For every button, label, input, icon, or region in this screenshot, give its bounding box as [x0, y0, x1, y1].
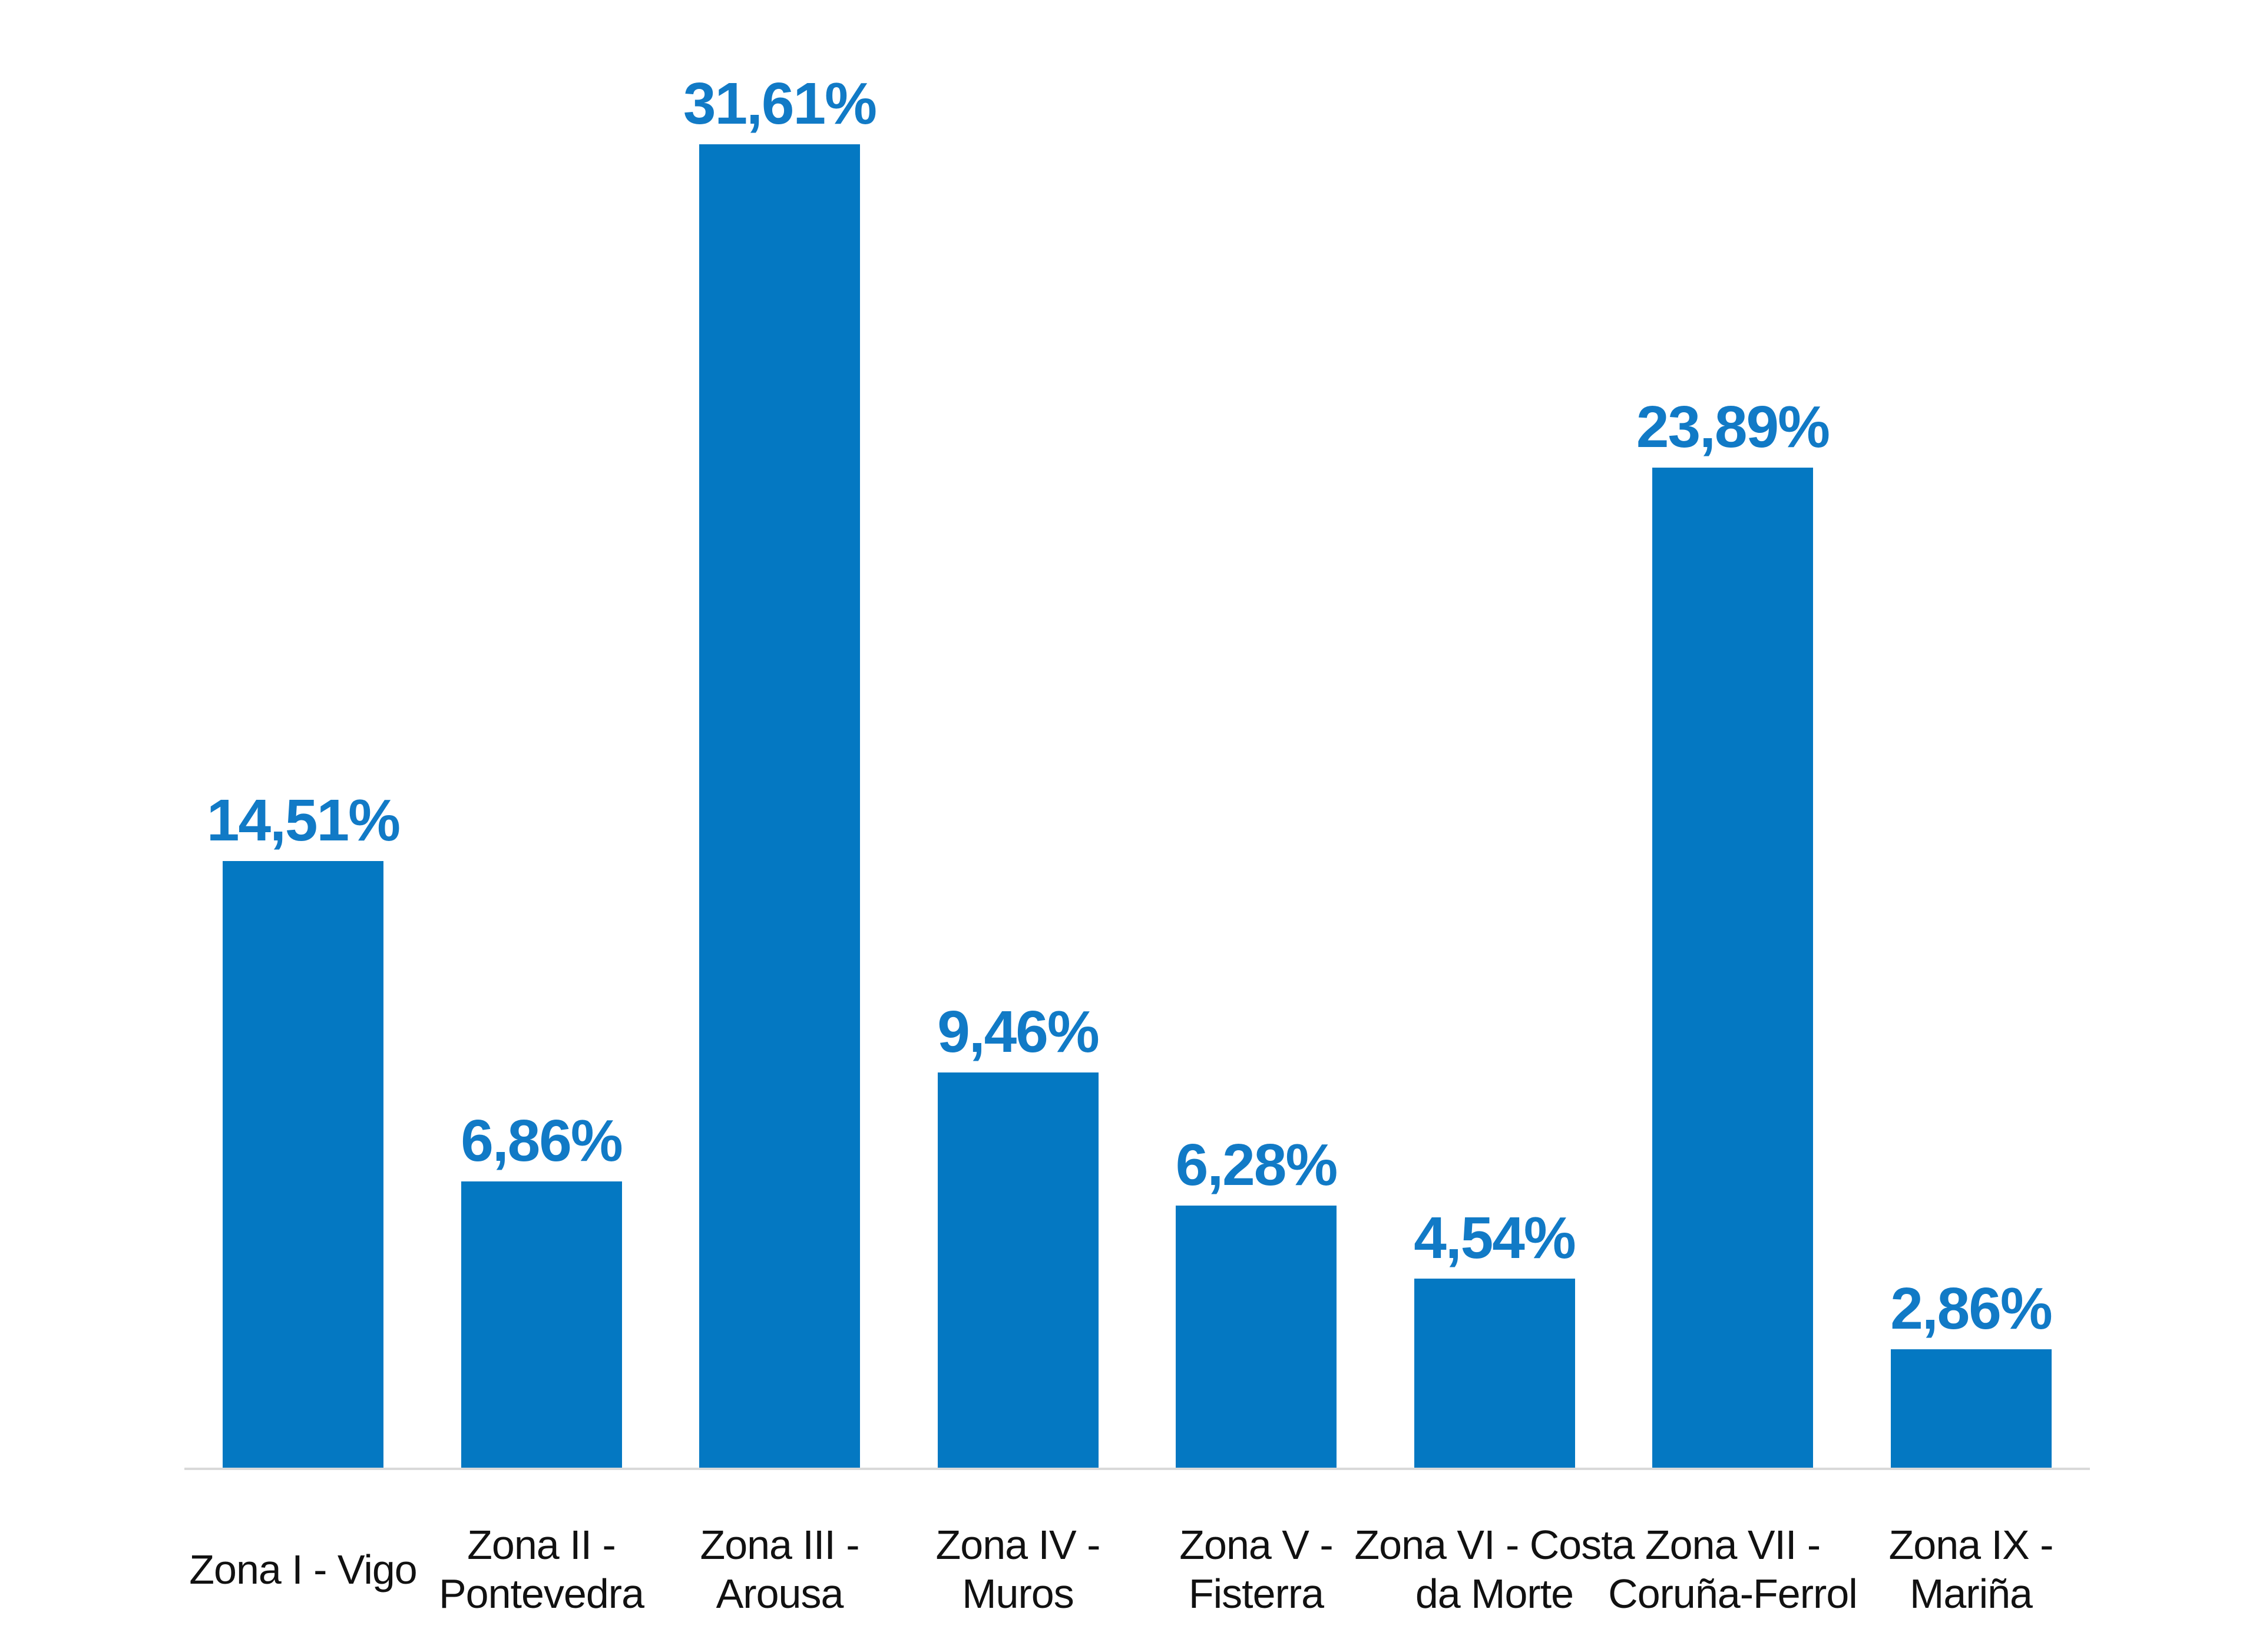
bar — [1414, 1278, 1575, 1469]
bar — [1890, 1349, 2052, 1469]
category-label: Zona I - Vigo — [189, 1546, 418, 1593]
category-label: Zona IV - Muros — [935, 1522, 1101, 1617]
category-label: Zona III - Arousa — [700, 1522, 859, 1617]
bar-value-label: 6,28% — [1175, 1132, 1338, 1199]
bar — [1176, 1206, 1337, 1469]
bar-value-label: 9,46% — [937, 998, 1100, 1065]
category-label: Zona VI - Costa da Morte — [1354, 1522, 1635, 1617]
bar — [223, 860, 383, 1469]
bar — [937, 1072, 1099, 1469]
category-label: Zona VII - Coruña-Ferrol — [1608, 1522, 1858, 1617]
bar-value-label: 4,54% — [1414, 1204, 1576, 1271]
bar-value-label: 23,89% — [1636, 394, 1830, 461]
bar-value-label: 2,86% — [1890, 1275, 2053, 1342]
x-axis-line — [184, 1468, 2090, 1470]
category-label: Zona V - Fisterra — [1179, 1522, 1333, 1617]
bar — [1652, 468, 1813, 1469]
bar — [461, 1181, 622, 1469]
bar-value-label: 6,86% — [461, 1107, 623, 1174]
bar-value-label: 31,61% — [683, 70, 877, 137]
bar — [699, 144, 860, 1469]
category-label: Zona IX - Mariña — [1888, 1522, 2054, 1617]
category-label: Zona II - Pontevedra — [438, 1522, 644, 1617]
bar-value-label: 14,51% — [206, 787, 401, 853]
